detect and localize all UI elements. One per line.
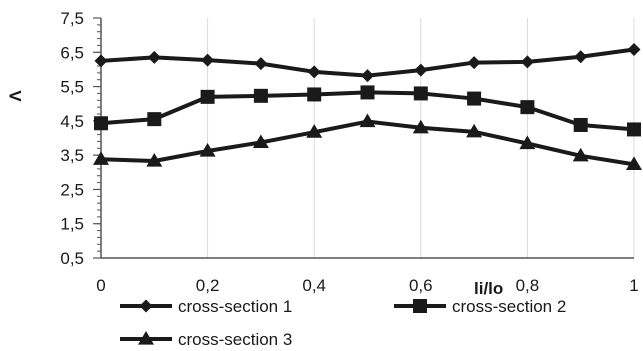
legend-marker [413,299,427,313]
y-tick-label: 0,5 [60,249,84,268]
legend-marker [139,299,153,313]
data-point [626,156,642,170]
data-point [467,56,481,70]
legend-item-1: cross-section 1 [120,297,292,316]
data-point [520,100,535,115]
legend-label: cross-section 1 [178,297,292,316]
x-tick-label: 0,8 [516,276,540,295]
y-tick-label: 1,5 [60,215,84,234]
axes [93,17,634,259]
y-tick-label: 6,5 [60,43,84,62]
data-point [307,87,322,102]
series-line [100,119,635,167]
data-point [93,151,109,165]
y-axis-title: Λ [6,90,25,102]
data-point [147,50,161,64]
data-point [574,50,588,64]
legend-label: cross-section 3 [178,330,292,349]
x-tick-label: 1 [629,276,638,295]
data-point [201,53,215,67]
data-point [307,65,321,79]
x-tick-label: 0 [96,276,105,295]
grid-lines [207,18,635,258]
series-1 [94,43,641,83]
y-tick-label: 7,5 [60,9,84,28]
legend-label: cross-section 2 [452,297,566,316]
legend-item-3: cross-section 3 [120,330,292,349]
data-point [253,88,268,103]
data-point [573,117,588,132]
legend-marker [138,331,154,345]
data-point [519,135,536,150]
data-point [306,124,323,138]
data-point [252,134,269,149]
data-point [572,147,589,162]
series-lines [93,43,642,170]
x-tick-label: 0,4 [302,276,326,295]
data-point [147,112,162,127]
data-point [520,55,534,69]
legend: cross-section 1 cross-section 2 cross-sect… [120,297,566,349]
data-point [467,91,482,106]
data-point [200,89,215,104]
data-point [146,152,163,167]
data-point [466,123,483,138]
data-point [94,54,108,68]
data-point [412,119,429,134]
data-point [414,63,428,77]
y-tick-label: 5,5 [60,78,84,97]
series-3 [93,113,642,170]
y-tick-label: 3,5 [60,146,84,165]
x-tick-label: 0,6 [409,276,433,295]
data-point [199,143,216,157]
data-point [359,113,376,128]
data-point [254,57,268,71]
tick-labels: 0,5 1,5 2,5 3,5 4,5 5,5 6,5 7,5 0 0,2 0,4 0,6 0,8 1 [60,9,638,295]
data-point [627,43,641,57]
y-tick-label: 2,5 [60,180,84,199]
data-point [627,122,641,137]
data-point [360,85,375,100]
series-2 [94,85,641,137]
data-point [361,69,374,83]
data-point [413,86,428,101]
x-tick-label: 0,2 [196,276,220,295]
x-axis-title: li/lo [474,279,503,298]
data-point [94,116,108,131]
legend-item-2: cross-section 2 [394,297,566,316]
y-tick-label: 4,5 [60,112,84,131]
